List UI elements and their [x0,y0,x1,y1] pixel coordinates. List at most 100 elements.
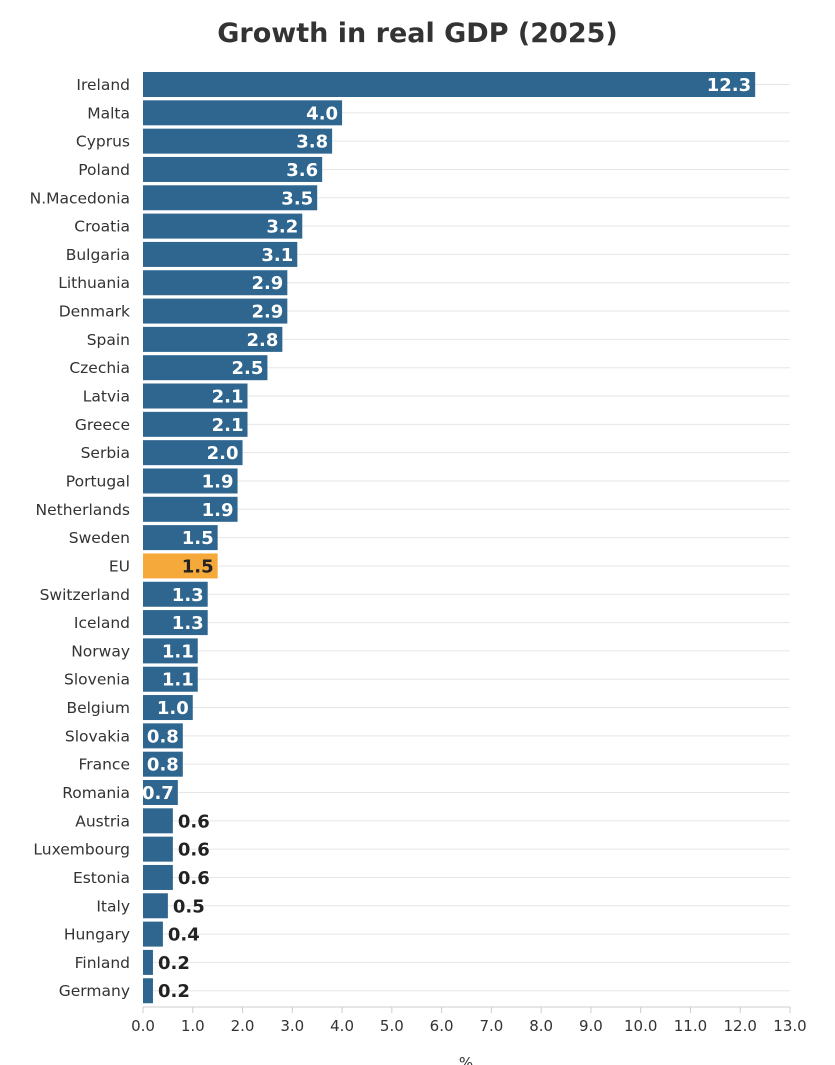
data-label: 3.5 [281,188,313,209]
bar-netherlands [143,496,238,522]
bar-lithuania [143,270,288,296]
data-label: 2.1 [212,415,244,436]
x-tick-label: 2.0 [231,1017,255,1035]
data-label: 2.8 [246,330,278,351]
bar-ireland [143,72,756,97]
bar-belgium [143,695,193,721]
data-label: 1.9 [202,500,234,521]
data-label: 1.3 [172,613,204,634]
bar-malta [143,100,343,126]
bar-switzerland [143,581,208,607]
data-label: 0.6 [178,868,210,889]
data-label: 3.1 [261,245,293,266]
data-label: 1.1 [162,641,194,662]
bar-czechia [143,355,268,381]
bar-poland [143,156,323,182]
bar-romania [143,780,178,805]
data-label: 0.2 [158,981,190,1002]
data-label: 0.6 [178,840,210,861]
bar-serbia [143,440,243,466]
x-tick-label: 8.0 [529,1017,553,1035]
bar-estonia [143,864,173,890]
data-label: 4.0 [306,103,338,124]
data-label: 1.9 [202,471,234,492]
category-label: N.Macedonia [30,189,130,207]
category-label: Switzerland [40,586,130,604]
category-label: Bulgaria [66,246,130,264]
x-tick-label: 1.0 [181,1017,205,1035]
category-label: Romania [62,784,130,802]
bar-iceland [143,610,208,636]
category-label: Hungary [64,926,130,944]
bar-portugal [143,468,238,494]
x-tick-label: 4.0 [330,1017,354,1035]
bar-greece [143,411,248,437]
category-label: Netherlands [36,501,130,519]
category-label: Ireland [76,76,130,94]
data-labels: 12.3 4.0 3.8 3.6 3.5 3.2 3.1 2.9 2.9 2.8 2.5 2.1 2.1… [142,75,751,1002]
bar-eu [143,553,218,579]
category-label: Latvia [83,388,130,406]
x-tick-label: 13.0 [773,1017,806,1035]
bar-croatia [143,213,303,239]
category-label: France [78,756,130,774]
category-label: Slovakia [65,727,130,745]
bar-n-macedonia [143,185,318,211]
category-label: Finland [75,954,130,972]
chart-title: Growth in real GDP (2025) [217,18,618,49]
data-label: 0.4 [168,925,200,946]
category-label: Estonia [73,869,130,887]
data-label: 3.2 [266,217,298,238]
bar-austria [143,808,173,834]
category-label: Portugal [66,472,130,490]
data-label: 1.1 [162,670,194,691]
data-label: 3.6 [286,160,318,181]
bar-slovenia [143,666,198,692]
data-label: 2.9 [251,302,283,323]
category-label: Belgium [66,699,130,717]
bar-hungary [143,921,163,947]
category-label: Cyprus [76,133,130,151]
bar-sweden [143,525,218,551]
category-label: Norway [71,642,130,660]
bar-latvia [143,383,248,409]
x-tick-label: 5.0 [380,1017,404,1035]
data-label: 0.8 [147,755,179,776]
data-label: 0.6 [178,811,210,832]
bar-bulgaria [143,241,298,267]
category-label: Czechia [69,359,130,377]
category-label: Poland [78,161,130,179]
x-tick-label: 3.0 [280,1017,304,1035]
bars [143,72,756,1004]
x-tick-label: 12.0 [724,1017,757,1035]
category-label: Lithuania [58,274,130,292]
x-tick-label: 6.0 [430,1017,454,1035]
category-label: EU [109,557,130,575]
category-label: Denmark [59,303,130,321]
bar-slovakia [143,723,183,749]
category-label: Austria [75,812,130,830]
data-label: 2.9 [251,273,283,294]
category-label: Sweden [69,529,130,547]
data-label: 1.5 [182,556,214,577]
x-tick-label: 9.0 [579,1017,603,1035]
data-label: 1.3 [172,585,204,606]
category-label: Iceland [74,614,130,632]
category-label: Serbia [81,444,130,462]
category-label: Italy [96,897,130,915]
data-label: 0.7 [142,783,174,804]
data-label: 0.8 [147,726,179,747]
category-labels: Ireland Malta Cyprus Poland N.Macedonia Croat… [30,76,130,1000]
category-label: Spain [87,331,130,349]
data-label: 0.5 [173,896,205,917]
bar-italy [143,893,168,919]
data-label: 12.3 [707,75,751,96]
x-tick-label: 10.0 [624,1017,657,1035]
category-label: Malta [87,104,130,122]
bar-spain [143,326,283,352]
data-label: 3.8 [296,132,328,153]
bar-finland [143,949,153,975]
x-tick-label: 0.0 [131,1017,155,1035]
category-label: Greece [75,416,130,434]
